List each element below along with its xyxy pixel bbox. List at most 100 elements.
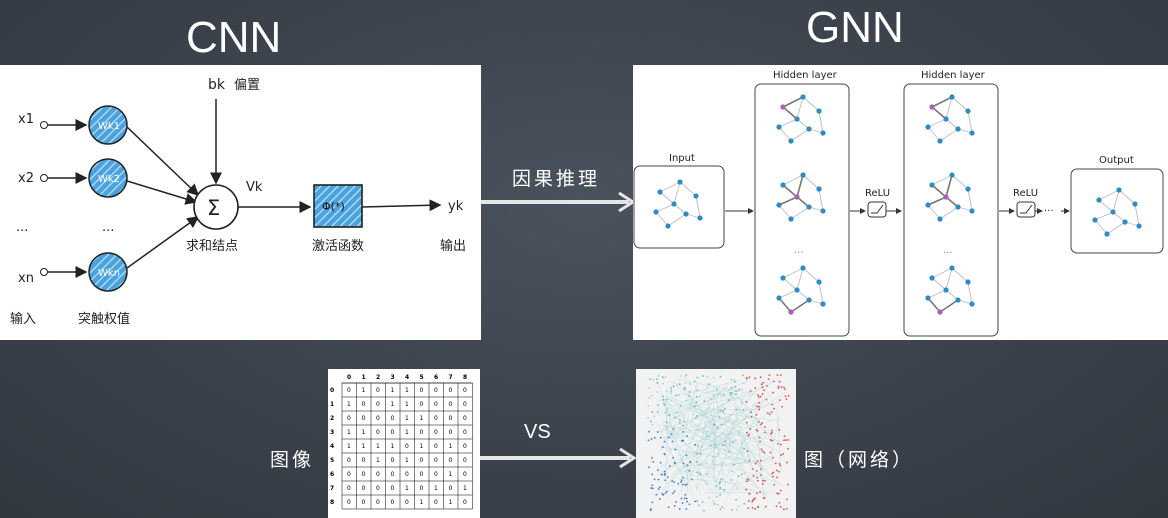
scatter-point [748,500,750,502]
scatter-point [697,377,699,379]
gnn-input-box [634,166,724,248]
scatter-point [783,439,785,441]
input-x2: x2 [18,171,86,186]
scatter-point [684,497,686,499]
matrix-cell: 0 [405,499,409,506]
scatter-point [663,441,665,443]
scatter-point [667,476,669,478]
scatter-point [725,445,727,447]
scatter-point [729,456,731,458]
scatter-point [696,500,698,502]
scatter-point [728,451,730,453]
scatter-point [759,491,761,493]
scatter-point [764,452,766,454]
matrix-cell: 1 [347,429,351,436]
graph-node [776,124,781,129]
matrix-col-header: 5 [420,374,424,381]
scatter-point [741,389,743,391]
scatter-point [714,503,716,505]
scatter-point [746,401,748,403]
scatter-point [757,480,759,482]
scatter-point [766,399,768,401]
matrix-cell: 0 [391,457,395,464]
matrix-cell: 0 [420,401,424,408]
matrix-cell: 1 [376,443,380,450]
scatter-point [761,383,763,385]
scatter-point [700,410,702,412]
matrix-cell: 0 [463,401,467,408]
matrix-row-header: 8 [330,499,334,506]
graph-node [949,265,954,270]
matrix-cell: 1 [362,387,366,394]
scatter-point [684,484,686,486]
matrix-cell: 0 [463,457,467,464]
scatter-point [654,478,656,480]
scatter-point [772,457,774,459]
graph-node [965,186,970,191]
scatter-point [756,477,758,479]
scatter-point [680,498,682,500]
scatter-point [661,474,663,476]
graph-node [800,265,805,270]
svg-text:Wk1: Wk1 [98,121,120,132]
scatter-point [760,376,762,378]
matrix-cell: 0 [391,499,395,506]
scatter-point [716,485,718,487]
scatter-point [659,498,661,500]
matrix-cell: 0 [434,499,438,506]
matrix-cell: 0 [376,485,380,492]
scatter-point [766,385,768,387]
weight-label: 突触权值 [78,311,130,327]
scatter-point [662,494,664,496]
scatter-point [717,427,719,429]
gnn-output-box [1071,169,1163,253]
scatter-point [648,387,650,389]
graph-node [657,189,662,194]
scatter-point [778,493,780,495]
scatter-point [785,395,787,397]
causal-arrow [481,190,637,214]
scatter-point [666,426,668,428]
scatter-point [694,500,696,502]
matrix-cell: 0 [362,471,366,478]
scatter-point [762,382,764,384]
scatter-point [707,376,709,378]
scatter-point [719,483,721,485]
scatter-point [779,399,781,401]
scatter-point [743,382,745,384]
scatter-point [723,489,725,491]
scatter-point [677,411,679,413]
scatter-point [751,416,753,418]
scatter-point [746,378,748,380]
scatter-point [756,492,758,494]
scatter-point [663,404,665,406]
scatter-point [776,505,778,507]
scatter-point [760,423,762,425]
scatter-point [731,509,733,511]
scatter-point [666,399,668,401]
scatter-point [675,501,677,503]
scatter-point [758,402,760,404]
scatter-point [684,494,686,496]
activation-label: 激活函数 [312,239,364,254]
scatter-point [731,423,733,425]
scatter-point [657,404,659,406]
scatter-point [712,461,714,463]
sum-node: Σ [194,185,238,229]
matrix-cell: 1 [463,485,467,492]
network-visualization [636,369,796,518]
scatter-point [685,400,687,402]
matrix-cell: 0 [347,415,351,422]
scatter-point [738,389,740,391]
matrix-row-header: 6 [330,471,334,478]
scatter-point [685,374,687,376]
scatter-point [747,507,749,509]
scatter-point [775,462,777,464]
cnn-neuron-diagram: x1 x2 ... ... xn Wk1 Wk2 Wkn [0,65,481,340]
scatter-point [771,430,773,432]
matrix-row-header: 4 [330,443,334,450]
scatter-point [682,462,684,464]
scatter-point [705,438,707,440]
matrix-col-header: 3 [391,374,395,381]
graph-node [816,108,821,113]
